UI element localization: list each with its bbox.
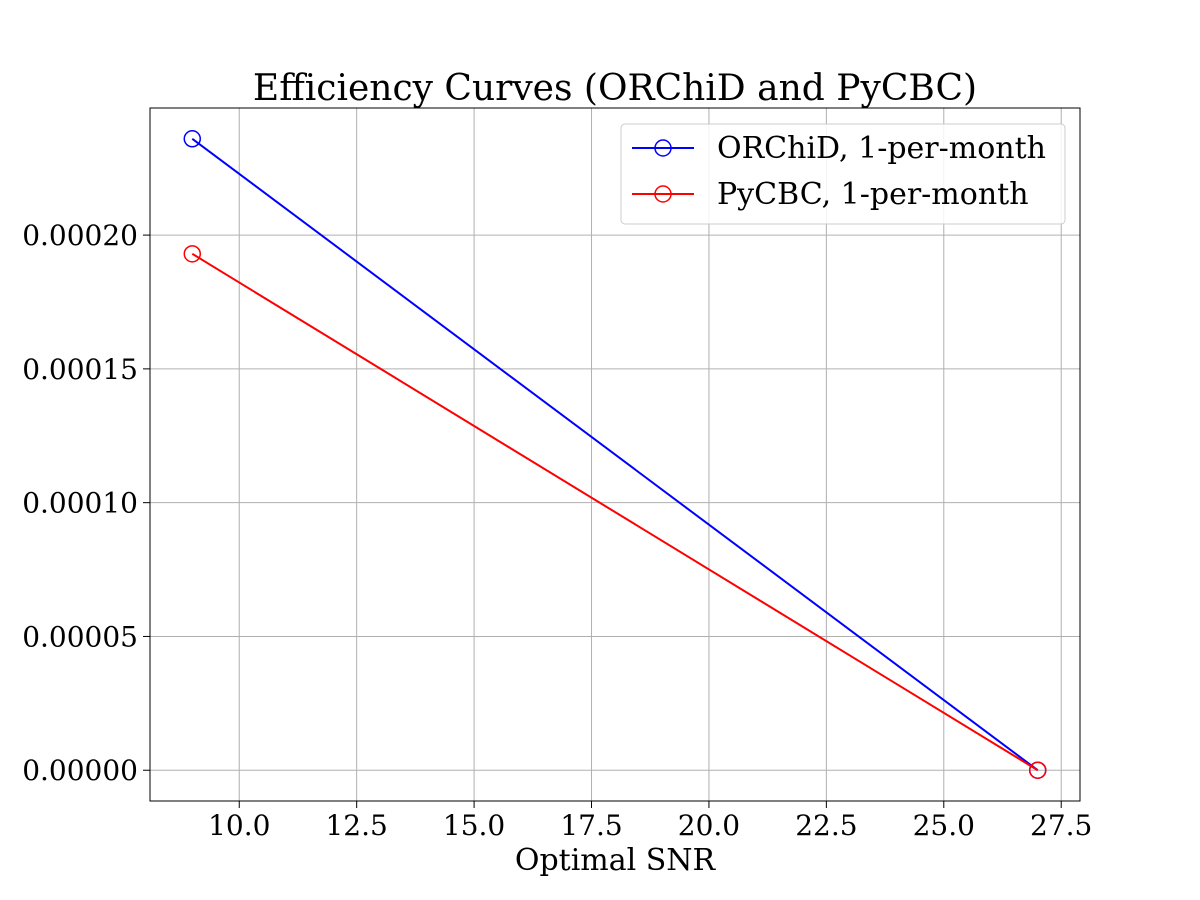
y-tick-label: 0.00005 bbox=[22, 620, 138, 653]
legend: ORChiD, 1-per-month PyCBC, 1-per-month bbox=[620, 123, 1066, 225]
axis-ticks: 10.0 12.5 15.0 17.5 20.0 22.5 25.0 27.5 0.00000 0… bbox=[22, 219, 1092, 842]
series-line bbox=[191, 137, 1039, 772]
legend-marker bbox=[654, 185, 672, 203]
y-tick-label: 0.00015 bbox=[22, 353, 138, 386]
series-lines bbox=[183, 130, 1047, 779]
x-tick-label: 10.0 bbox=[208, 809, 270, 842]
x-tick-label: 15.0 bbox=[443, 809, 505, 842]
legend-box bbox=[620, 123, 1066, 225]
data-point bbox=[183, 245, 202, 263]
x-tick-label: 27.5 bbox=[1030, 809, 1092, 842]
y-tick-label: 0.00010 bbox=[22, 487, 138, 520]
x-tick-label: 22.5 bbox=[795, 809, 857, 842]
chart-title: Efficiency Curves (ORChiD and PyCBC) bbox=[253, 68, 977, 109]
x-axis-title: Optimal SNR bbox=[515, 843, 717, 878]
x-tick-label: 12.5 bbox=[325, 809, 387, 842]
x-tick-label: 20.0 bbox=[678, 809, 740, 842]
legend-label: PyCBC, 1-per-month bbox=[717, 177, 1029, 212]
plot-frame bbox=[149, 107, 1081, 802]
data-point bbox=[183, 130, 202, 148]
legend-label: ORChiD, 1-per-month bbox=[717, 131, 1046, 166]
legend-marker bbox=[654, 139, 672, 157]
x-tick-label: 17.5 bbox=[560, 809, 622, 842]
series-line bbox=[191, 252, 1039, 772]
data-point bbox=[1028, 761, 1047, 779]
y-tick-label: 0.00020 bbox=[22, 219, 138, 252]
x-tick-label: 25.0 bbox=[913, 809, 975, 842]
y-tick-label: 0.00000 bbox=[22, 754, 138, 787]
